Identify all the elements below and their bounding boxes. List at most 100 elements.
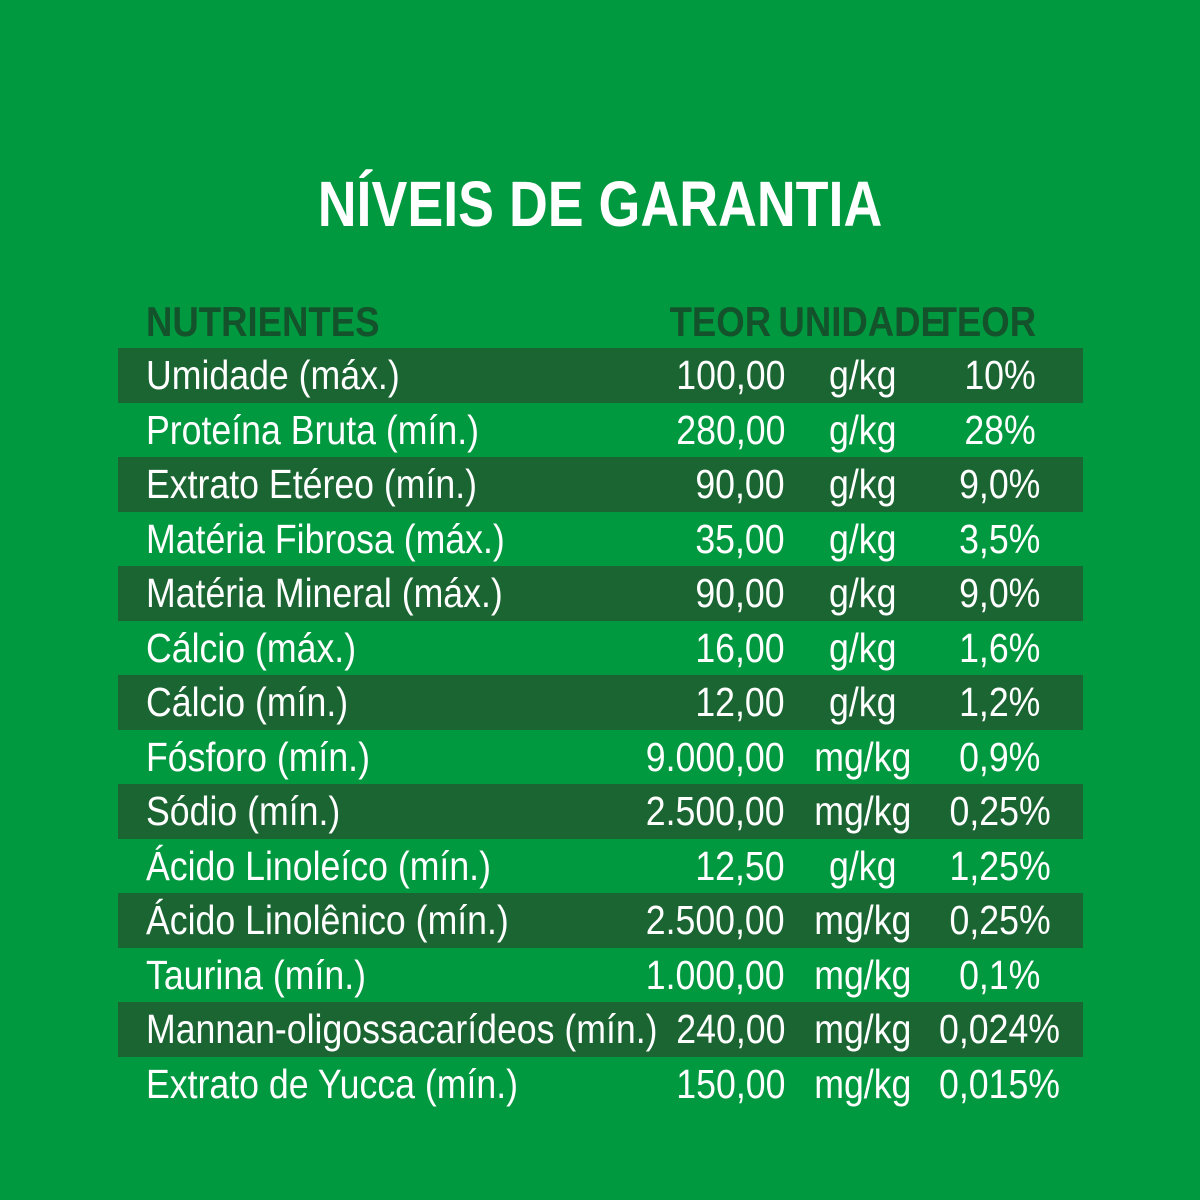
- cell-unit: mg/kg: [785, 948, 941, 1003]
- cell-pct-text: 0,25%: [949, 897, 1051, 943]
- table-row: Cálcio (máx.) 16,00 g/kg 1,6%: [118, 621, 1083, 676]
- cell-teor: 240,00: [118, 1002, 785, 1057]
- cell-pct: 0,024%: [917, 1002, 1083, 1057]
- cell-pct-text: 1,2%: [959, 679, 1041, 725]
- cell-teor-text: 1.000,00: [646, 951, 785, 998]
- cell-name-text: Cálcio (mín.): [146, 679, 349, 725]
- cell-teor-text: 35,00: [695, 515, 785, 562]
- cell-pct-text: 0,9%: [959, 733, 1041, 780]
- cell-pct-text: 0,015%: [939, 1060, 1061, 1107]
- table-row: Extrato de Yucca (mín.) 150,00 mg/kg 0,015%: [118, 1057, 1083, 1112]
- column-header-teor-pct-text: TEOR: [934, 298, 1036, 345]
- cell-name: Matéria Mineral (máx.): [146, 566, 556, 621]
- column-header-teor-pct: TEOR: [925, 295, 1045, 348]
- column-header-teor: TEOR: [660, 295, 780, 348]
- cell-teor-text: 240,00: [675, 1006, 785, 1052]
- cell-pct-text: 1,25%: [949, 842, 1051, 889]
- column-header-unidade: UNIDADE: [766, 295, 944, 348]
- cell-pct-text: 1,6%: [959, 624, 1041, 671]
- cell-teor: 35,00: [118, 512, 785, 567]
- table-row: Matéria Fibrosa (máx.) 35,00 g/kg 3,5%: [118, 512, 1083, 567]
- cell-name: Cálcio (máx.): [146, 621, 387, 676]
- column-header-nutrientes-text: NUTRIENTES: [146, 298, 380, 345]
- cell-pct-text: 0,25%: [949, 788, 1051, 834]
- cell-teor-text: 12,50: [695, 842, 785, 889]
- cell-name-text: Proteína Bruta (mín.): [146, 406, 480, 453]
- cell-pct-text: 28%: [964, 406, 1036, 453]
- cell-unit: g/kg: [785, 621, 941, 676]
- cell-pct-text: 10%: [964, 352, 1036, 398]
- cell-teor: 90,00: [118, 566, 785, 621]
- cell-pct: 0,9%: [917, 730, 1083, 785]
- column-header-nutrientes: NUTRIENTES: [146, 295, 414, 348]
- cell-teor-text: 12,00: [695, 679, 785, 725]
- cell-teor: 12,00: [118, 675, 785, 730]
- cell-unit: g/kg: [785, 566, 941, 621]
- cell-name: Matéria Fibrosa (máx.): [146, 512, 558, 567]
- cell-unit-text: g/kg: [829, 352, 897, 398]
- cell-name: Cálcio (mín.): [146, 675, 378, 730]
- cell-unit: g/kg: [785, 348, 941, 403]
- cell-unit-text: g/kg: [829, 515, 897, 562]
- cell-pct-text: 0,1%: [959, 951, 1041, 998]
- cell-name-text: Taurina (mín.): [146, 951, 367, 998]
- cell-unit: mg/kg: [785, 730, 941, 785]
- column-header-unidade-text: UNIDADE: [778, 298, 945, 345]
- cell-pct-text: 0,024%: [939, 1006, 1061, 1052]
- cell-pct: 1,6%: [917, 621, 1083, 676]
- cell-unit-text: g/kg: [829, 679, 897, 725]
- cell-teor: 150,00: [118, 1057, 785, 1112]
- cell-name-text: Matéria Fibrosa (máx.): [146, 515, 505, 562]
- cell-pct: 28%: [917, 403, 1083, 458]
- cell-teor-text: 90,00: [695, 570, 785, 616]
- cell-name-text: Ácido Linolênico (mín.): [146, 897, 509, 943]
- page-title: NÍVEIS DE GARANTIA: [317, 168, 883, 240]
- cell-pct-text: 9,0%: [959, 570, 1041, 616]
- cell-name: Extrato Etéreo (mín.): [146, 457, 527, 512]
- cell-name: Proteína Bruta (mín.): [146, 403, 529, 458]
- table-row: Ácido Linoleíco (mín.) 12,50 g/kg 1,25%: [118, 839, 1083, 894]
- cell-unit-text: mg/kg: [814, 897, 912, 943]
- cell-name-text: Mannan-oligossacarídeos (mín.): [146, 1006, 658, 1052]
- table-row: Taurina (mín.) 1.000,00 mg/kg 0,1%: [118, 948, 1083, 1003]
- cell-unit: g/kg: [785, 403, 941, 458]
- cell-unit-text: mg/kg: [814, 1060, 912, 1107]
- cell-unit-text: g/kg: [829, 624, 897, 671]
- cell-teor-text: 2.500,00: [646, 788, 785, 834]
- table-body: Umidade (máx.) 100,00 g/kg 10% Proteína Brut…: [118, 348, 1083, 1111]
- cell-teor: 2.500,00: [118, 784, 785, 839]
- table-row: Extrato Etéreo (mín.) 90,00 g/kg 9,0%: [118, 457, 1083, 512]
- guarantee-levels-table: NUTRIENTES TEOR UNIDADE TEOR Umidade (má…: [118, 295, 1083, 1111]
- cell-unit-text: g/kg: [829, 406, 897, 453]
- cell-pct: 0,1%: [917, 948, 1083, 1003]
- cell-unit: mg/kg: [785, 1057, 941, 1112]
- cell-name: Taurina (mín.): [146, 948, 399, 1003]
- cell-teor-text: 90,00: [695, 461, 785, 507]
- cell-name: Mannan-oligossacarídeos (mín.): [146, 1002, 734, 1057]
- cell-unit-text: g/kg: [829, 461, 897, 507]
- table-row: Cálcio (mín.) 12,00 g/kg 1,2%: [118, 675, 1083, 730]
- cell-teor: 280,00: [118, 403, 785, 458]
- table-row: Ácido Linolênico (mín.) 2.500,00 mg/kg 0,25…: [118, 893, 1083, 948]
- table-row: Proteína Bruta (mín.) 280,00 g/kg 28%: [118, 403, 1083, 458]
- cell-teor-text: 100,00: [675, 352, 785, 398]
- cell-teor: 100,00: [118, 348, 785, 403]
- cell-name-text: Sódio (mín.): [146, 788, 341, 834]
- cell-pct: 0,25%: [917, 784, 1083, 839]
- cell-unit: mg/kg: [785, 784, 941, 839]
- cell-name-text: Matéria Mineral (máx.): [146, 570, 503, 616]
- cell-name: Umidade (máx.): [146, 348, 438, 403]
- cell-unit-text: mg/kg: [814, 788, 912, 834]
- cell-name-text: Fósforo (mín.): [146, 733, 370, 780]
- cell-pct: 9,0%: [917, 457, 1083, 512]
- table-row: Umidade (máx.) 100,00 g/kg 10%: [118, 348, 1083, 403]
- cell-unit-text: mg/kg: [814, 1006, 912, 1052]
- cell-teor-text: 2.500,00: [646, 897, 785, 943]
- cell-unit: mg/kg: [785, 893, 941, 948]
- cell-pct: 0,015%: [917, 1057, 1083, 1112]
- table-header-row: NUTRIENTES TEOR UNIDADE TEOR: [118, 295, 1083, 348]
- table-row: Fósforo (mín.) 9.000,00 mg/kg 0,9%: [118, 730, 1083, 785]
- cell-unit-text: mg/kg: [814, 951, 912, 998]
- table-row: Matéria Mineral (máx.) 90,00 g/kg 9,0%: [118, 566, 1083, 621]
